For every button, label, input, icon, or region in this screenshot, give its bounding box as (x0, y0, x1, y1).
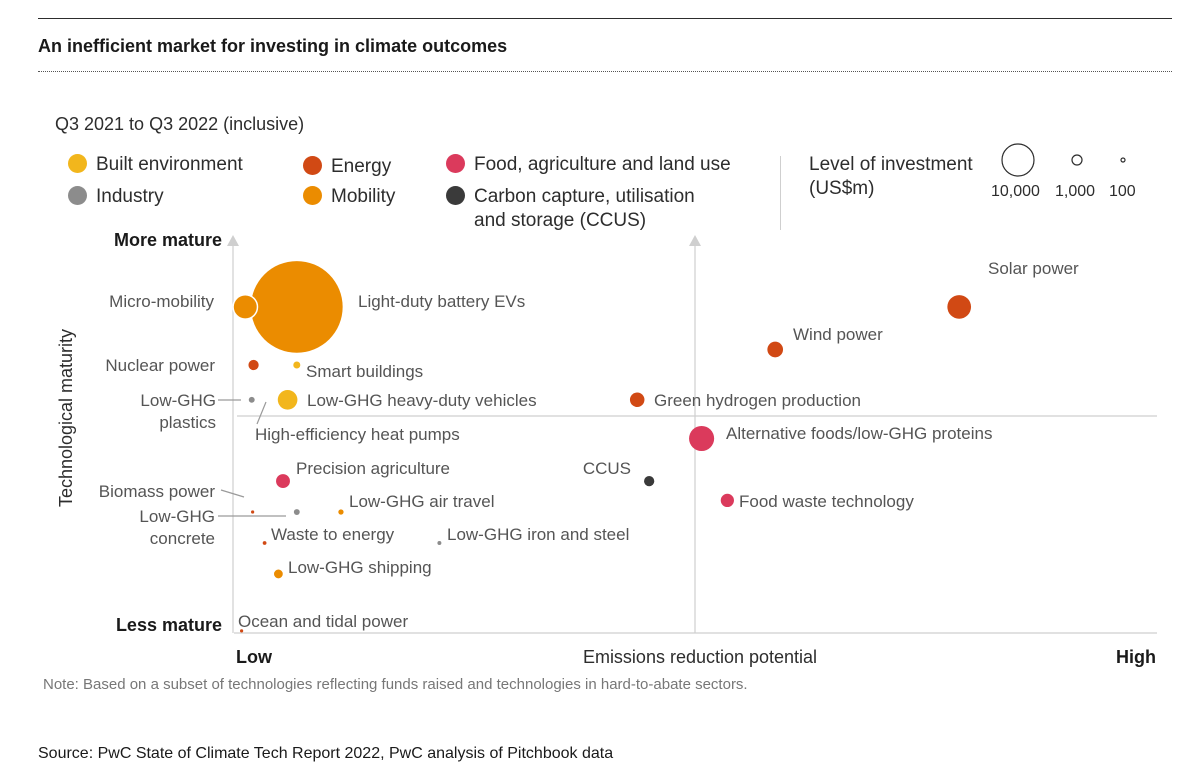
point-label: Low-GHG plastics (140, 391, 216, 432)
size-legend-circles (1001, 143, 1126, 177)
point-label: Food waste technology (739, 492, 914, 511)
leader-line (220, 489, 245, 498)
chart-subtitle: Q3 2021 to Q3 2022 (inclusive) (55, 114, 305, 134)
size-legend-circle-1000 (1071, 154, 1083, 166)
y-high-label: More mature (114, 230, 222, 250)
bubble-smart-buildings (293, 361, 301, 369)
legend-swatch-energy (303, 156, 322, 175)
bubble-alternative-foods-low-ghg-proteins (689, 425, 715, 452)
point-label: Biomass power (99, 482, 216, 501)
chart-note: Note: Based on a subset of technologies … (43, 676, 748, 693)
dotted-rule (38, 71, 1172, 72)
bubble-green-hydrogen-production (629, 392, 645, 408)
legend-item-ccus: Carbon capture, utilisation and storage … (446, 185, 695, 233)
legend-label: Food, agriculture and land use (474, 154, 731, 175)
legend-label: Built environment (96, 154, 243, 175)
bubble-micro-mobility (232, 293, 259, 320)
point-label: Wind power (793, 325, 883, 344)
bubble-light-duty-battery-evs (250, 261, 343, 353)
point-label: Micro-mobility (109, 292, 214, 311)
point-label: Low-GHG concrete (139, 507, 215, 548)
x-low-label: Low (236, 647, 273, 667)
legend-item-food-agriculture: Food, agriculture and land use (446, 153, 731, 177)
point-label: Waste to energy (271, 525, 395, 544)
size-legend-label-100: 100 (1109, 183, 1136, 200)
chart-title: An inefficient market for investing in c… (38, 36, 508, 56)
point-label: Precision agriculture (296, 459, 450, 478)
top-rule (38, 18, 1172, 19)
chart-source: Source: PwC State of Climate Tech Report… (38, 745, 614, 762)
point-label: Alternative foods/low-GHG proteins (726, 424, 992, 443)
bubble-low-ghg-plastics (248, 396, 255, 403)
legend-swatch-industry (68, 186, 87, 205)
legend-divider (780, 156, 781, 230)
bubble-precision-agriculture (276, 474, 290, 489)
legend-item-industry: Industry (68, 185, 164, 209)
size-legend-label-10000: 10,000 (991, 183, 1040, 200)
legend-swatch-food-agriculture (446, 154, 465, 173)
y-low-label: Less mature (116, 615, 222, 635)
point-label: Ocean and tidal power (238, 612, 408, 631)
bubble-food-waste-technology (720, 493, 734, 508)
point-label: Low-GHG shipping (288, 558, 432, 577)
size-legend-title: Level of investment (US$m) (809, 154, 973, 199)
legend-item-energy: Energy (303, 155, 391, 179)
bubble-wind-power (767, 341, 784, 358)
point-label: Solar power (988, 259, 1079, 278)
point-label: High-efficiency heat pumps (255, 425, 460, 444)
y-axis-title: Technological maturity (56, 329, 76, 507)
leader-line (256, 401, 267, 425)
legend-swatch-mobility (303, 186, 322, 205)
legend-item-built-environment: Built environment (68, 153, 243, 177)
bubble-low-ghg-heavy-duty-vehicles (277, 389, 298, 410)
legend-label: Carbon capture, utilisation and storage … (474, 186, 695, 231)
legend-swatch-ccus (446, 186, 465, 205)
point-label: Low-GHG air travel (349, 492, 494, 511)
point-label: Smart buildings (306, 362, 423, 381)
legend-swatch-built-environment (68, 154, 87, 173)
legend-item-mobility: Mobility (303, 185, 395, 209)
x-high-label: High (1116, 647, 1156, 667)
point-label: CCUS (583, 459, 631, 478)
bubble-ccus (644, 475, 655, 487)
bubble-low-ghg-iron-and-steel (437, 541, 442, 545)
size-legend-circle-10000 (1001, 143, 1035, 177)
size-legend-label-1000: 1,000 (1055, 183, 1096, 200)
bubble-low-ghg-air-travel (338, 509, 344, 515)
bubble-ocean-and-tidal-power (240, 629, 244, 633)
legend-label: Mobility (331, 186, 396, 207)
bubble-biomass-power (251, 510, 255, 514)
bubble-low-ghg-concrete (293, 509, 300, 515)
bubble-low-ghg-shipping (274, 569, 283, 579)
point-label: Low-GHG heavy-duty vehicles (307, 391, 537, 410)
point-label: Nuclear power (105, 356, 215, 375)
legend-label: Industry (96, 186, 164, 207)
point-label: Light-duty battery EVs (358, 292, 525, 311)
bubble-waste-to-energy (262, 541, 267, 545)
point-label: Low-GHG iron and steel (447, 525, 629, 544)
x-axis-title: Emissions reduction potential (583, 647, 817, 667)
bubble-solar-power (947, 295, 972, 319)
mid-vertical-arrow (689, 235, 701, 246)
point-label: Green hydrogen production (654, 391, 861, 410)
y-axis-arrow (227, 235, 239, 246)
bubble-nuclear-power (248, 359, 259, 371)
size-legend-circle-100 (1120, 157, 1126, 163)
legend-label: Energy (331, 156, 392, 177)
